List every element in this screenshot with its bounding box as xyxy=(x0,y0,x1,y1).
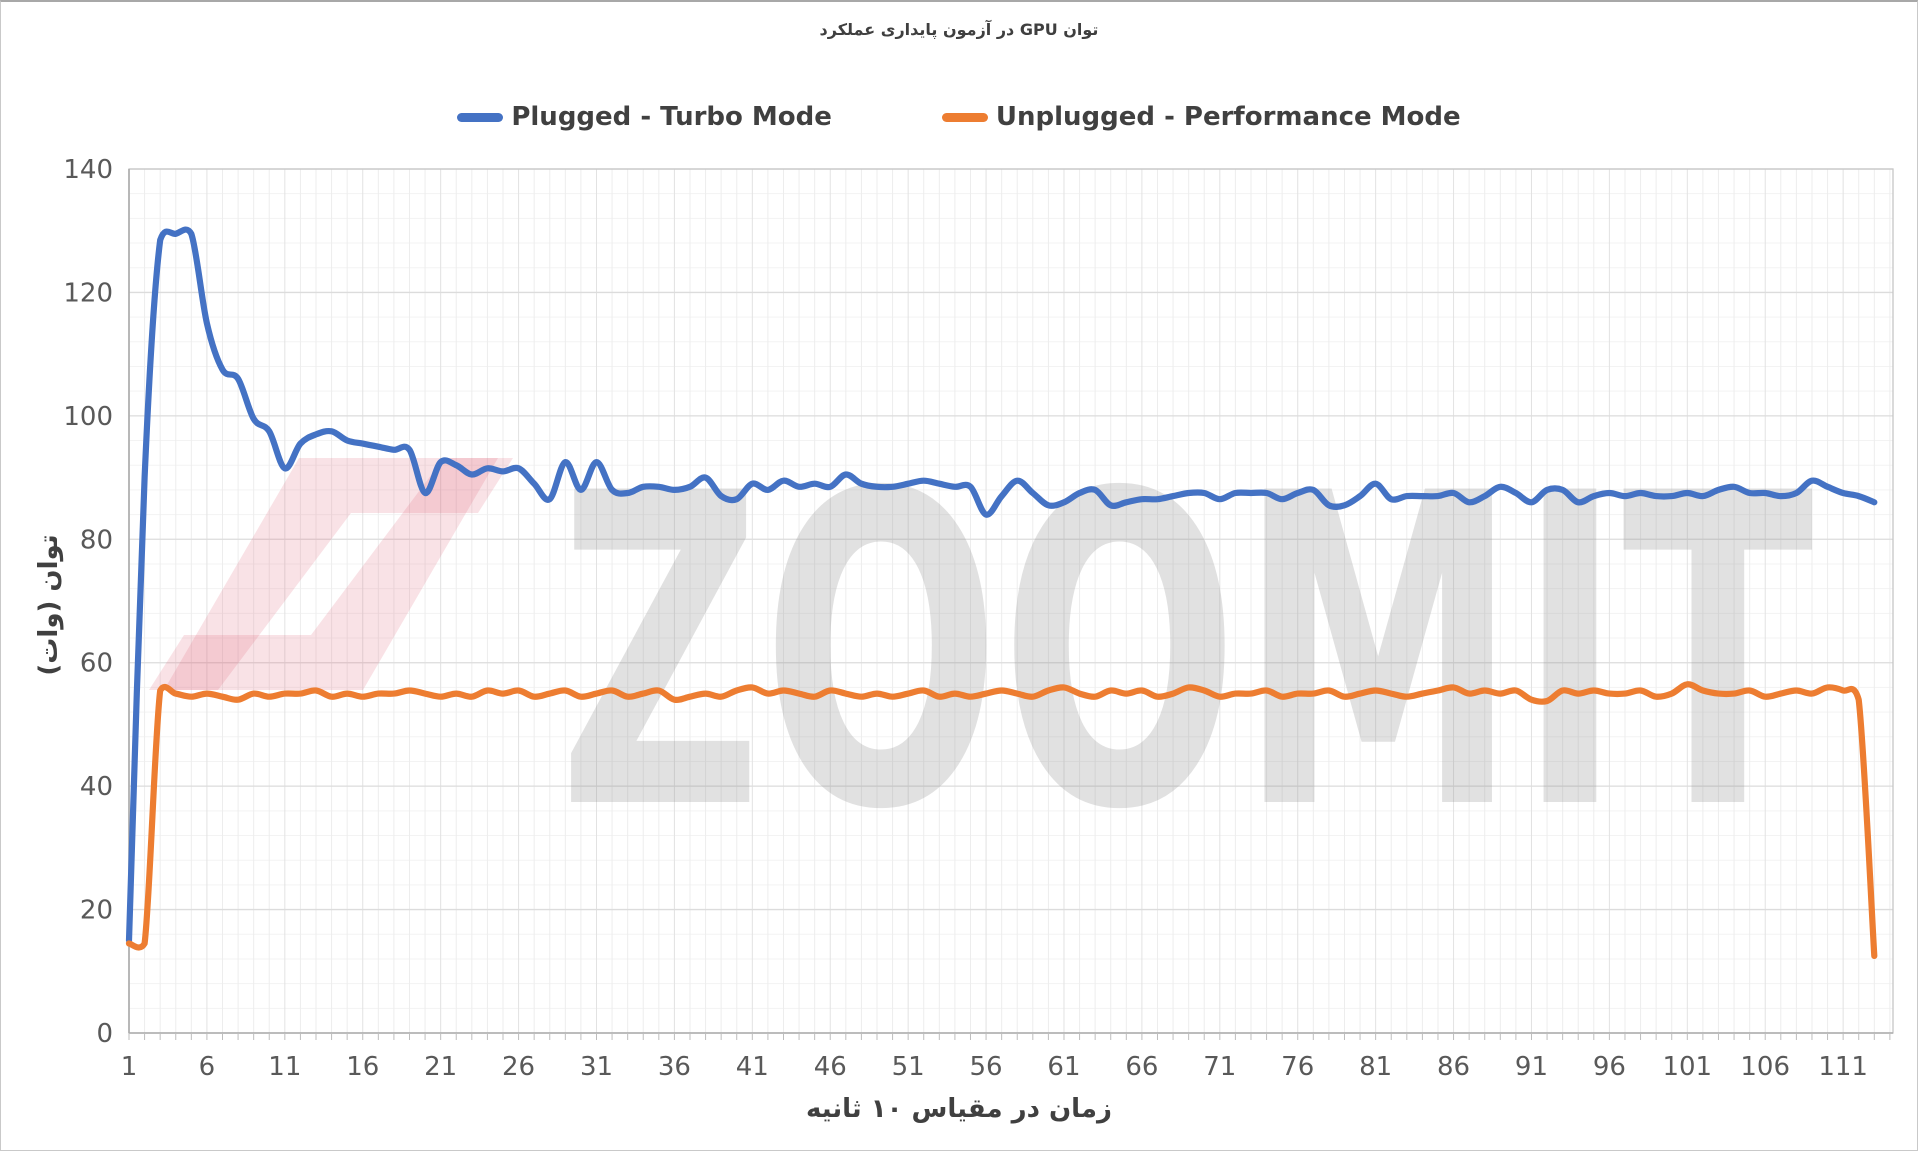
legend-item-plugged: Plugged - Turbo Mode xyxy=(457,102,832,132)
zoomit-text-watermark-group: ZOOMIT xyxy=(559,404,1815,904)
svg-text:76: 76 xyxy=(1281,1052,1314,1082)
svg-text:61: 61 xyxy=(1047,1052,1080,1082)
svg-text:6: 6 xyxy=(199,1052,216,1082)
svg-text:40: 40 xyxy=(80,772,113,802)
y-axis-title: توان (وات) xyxy=(34,534,64,676)
gridlines xyxy=(129,168,1893,1033)
svg-text:71: 71 xyxy=(1203,1052,1236,1082)
legend-item-unplugged: Unplugged - Performance Mode xyxy=(941,102,1461,132)
svg-text:41: 41 xyxy=(736,1052,769,1082)
y-tick-labels: 0 20 40 60 80 100 120 140 xyxy=(63,155,113,1049)
svg-text:91: 91 xyxy=(1515,1052,1548,1082)
svg-text:86: 86 xyxy=(1437,1052,1470,1082)
svg-text:106: 106 xyxy=(1740,1052,1790,1082)
svg-text:31: 31 xyxy=(580,1052,613,1082)
svg-text:96: 96 xyxy=(1593,1052,1626,1082)
x-axis-title: زمان در مقیاس ۱۰ ثانیه xyxy=(805,1094,1113,1124)
chart-title: توان GPU در آزمون پایداری عملکرد xyxy=(819,20,1099,39)
svg-text:51: 51 xyxy=(892,1052,925,1082)
svg-text:80: 80 xyxy=(80,525,113,555)
svg-text:26: 26 xyxy=(502,1052,535,1082)
svg-text:0: 0 xyxy=(96,1019,113,1049)
svg-text:46: 46 xyxy=(814,1052,847,1082)
svg-text:21: 21 xyxy=(424,1052,457,1082)
zoomit-text-watermark: ZOOMIT xyxy=(559,404,1815,904)
x-tick-labels: 1 6 11 16 21 26 31 36 41 46 51 56 61 66 71 76 81 86 91 96 10… xyxy=(121,1052,1868,1082)
x-tick-marks xyxy=(128,1033,1891,1040)
zoomit-logo-watermark xyxy=(149,458,513,690)
svg-text:11: 11 xyxy=(268,1052,301,1082)
legend-label-plugged: Plugged - Turbo Mode xyxy=(511,102,832,132)
legend-swatch-plugged-icon xyxy=(457,112,504,122)
svg-text:100: 100 xyxy=(63,402,113,432)
svg-text:81: 81 xyxy=(1359,1052,1392,1082)
legend-label-unplugged: Unplugged - Performance Mode xyxy=(995,102,1461,132)
svg-text:111: 111 xyxy=(1818,1052,1868,1082)
svg-text:66: 66 xyxy=(1125,1052,1158,1082)
legend: Plugged - Turbo Mode Unplugged - Perform… xyxy=(1,102,1917,132)
series-unplugged-line xyxy=(125,681,1878,959)
svg-text:140: 140 xyxy=(63,155,113,185)
svg-text:101: 101 xyxy=(1662,1052,1712,1082)
svg-text:20: 20 xyxy=(80,896,113,926)
svg-text:1: 1 xyxy=(121,1052,138,1082)
svg-text:56: 56 xyxy=(970,1052,1003,1082)
svg-text:36: 36 xyxy=(658,1052,691,1082)
svg-text:16: 16 xyxy=(346,1052,379,1082)
series-plugged-line xyxy=(125,226,1878,944)
svg-text:60: 60 xyxy=(80,649,113,679)
legend-swatch-unplugged-icon xyxy=(941,112,988,122)
svg-text:120: 120 xyxy=(63,278,113,308)
